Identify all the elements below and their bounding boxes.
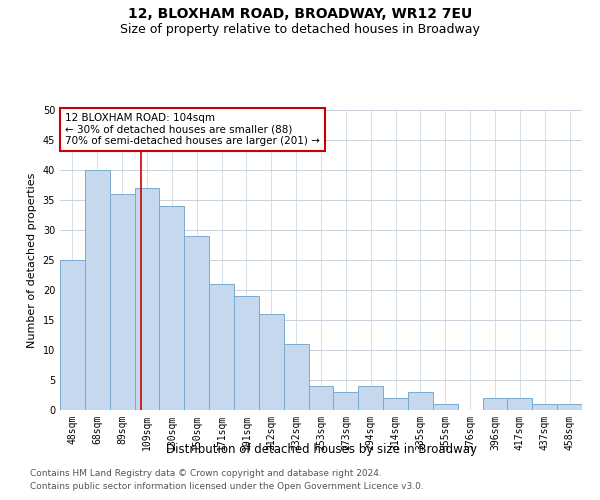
Bar xyxy=(532,404,557,410)
Bar xyxy=(334,392,358,410)
Bar xyxy=(184,236,209,410)
Bar xyxy=(383,398,408,410)
Bar xyxy=(85,170,110,410)
Bar xyxy=(234,296,259,410)
Bar xyxy=(209,284,234,410)
Y-axis label: Number of detached properties: Number of detached properties xyxy=(27,172,37,348)
Bar xyxy=(508,398,532,410)
Text: 12, BLOXHAM ROAD, BROADWAY, WR12 7EU: 12, BLOXHAM ROAD, BROADWAY, WR12 7EU xyxy=(128,8,472,22)
Bar xyxy=(433,404,458,410)
Text: 12 BLOXHAM ROAD: 104sqm
← 30% of detached houses are smaller (88)
70% of semi-de: 12 BLOXHAM ROAD: 104sqm ← 30% of detache… xyxy=(65,113,320,146)
Text: Contains HM Land Registry data © Crown copyright and database right 2024.: Contains HM Land Registry data © Crown c… xyxy=(30,468,382,477)
Bar xyxy=(110,194,134,410)
Bar xyxy=(134,188,160,410)
Bar xyxy=(284,344,308,410)
Bar xyxy=(60,260,85,410)
Bar xyxy=(482,398,508,410)
Text: Size of property relative to detached houses in Broadway: Size of property relative to detached ho… xyxy=(120,22,480,36)
Bar xyxy=(259,314,284,410)
Bar xyxy=(160,206,184,410)
Bar xyxy=(557,404,582,410)
Bar xyxy=(308,386,334,410)
Bar xyxy=(408,392,433,410)
Bar xyxy=(358,386,383,410)
Text: Contains public sector information licensed under the Open Government Licence v3: Contains public sector information licen… xyxy=(30,482,424,491)
Text: Distribution of detached houses by size in Broadway: Distribution of detached houses by size … xyxy=(166,442,476,456)
